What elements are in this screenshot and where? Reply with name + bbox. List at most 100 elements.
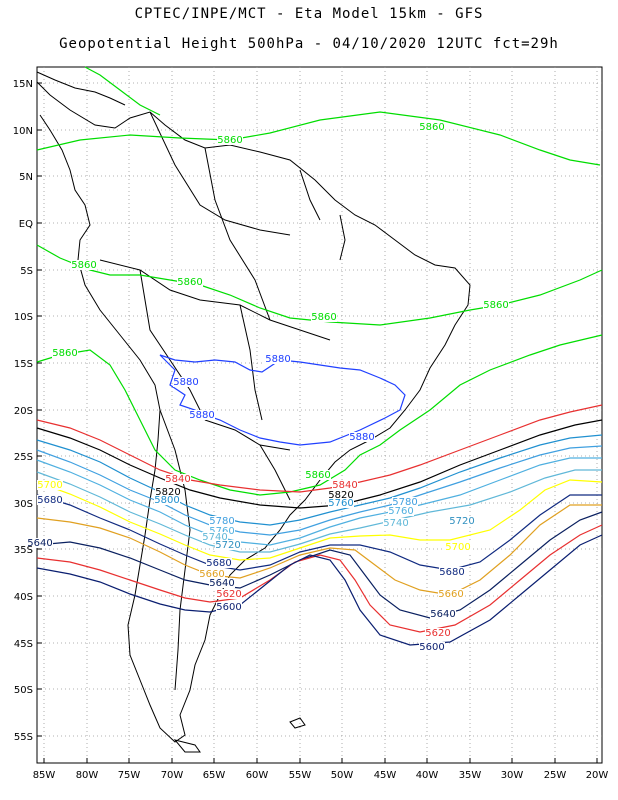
lon-label: 40W [416, 770, 439, 781]
contour-label-bg [332, 480, 358, 490]
contour-line [36, 434, 603, 526]
contour-label-bg [419, 642, 445, 652]
contour-label: 5860 [305, 470, 330, 481]
contour-label: 5680 [206, 558, 231, 569]
lat-label: EQ [19, 219, 33, 230]
contour-label-bg [37, 480, 63, 490]
contour-label: 5760 [388, 506, 413, 517]
contour-label-bg [439, 567, 465, 577]
lat-label: 55S [14, 732, 33, 743]
contour-label-bg [202, 532, 228, 542]
contour-line [36, 504, 602, 596]
contour-label-bg [189, 410, 215, 420]
contour-label-bg [349, 432, 375, 442]
lon-label: 35W [459, 770, 482, 781]
lon-label: 70W [161, 770, 184, 781]
lon-label: 45W [374, 770, 397, 781]
contour-label-bg [165, 474, 191, 484]
border-7 [239, 304, 263, 421]
border-9 [339, 214, 346, 261]
coastlines [36, 71, 471, 753]
contour-line [36, 534, 603, 646]
contour-label: 5860 [177, 277, 202, 288]
contour-label: 5720 [215, 540, 240, 551]
border-3 [99, 259, 331, 341]
contour-label-bg [209, 516, 235, 526]
contour-label-bg [215, 540, 241, 550]
contour-label: 5880 [173, 377, 198, 388]
title-line-1: CPTEC/INPE/MCT - Eta Model 15km - GFS [134, 6, 484, 22]
contour-label: 5660 [438, 589, 463, 600]
contour-label: 5740 [383, 518, 408, 529]
lat-label: 10N [13, 126, 33, 137]
contour-label: 5720 [449, 516, 474, 527]
lat-label: 20S [14, 406, 33, 417]
contour-label-bg [71, 260, 97, 270]
contour-label: 5880 [349, 432, 374, 443]
contour-label-bg [438, 589, 464, 599]
border-10 [299, 169, 321, 221]
contour-label: 5700 [37, 480, 62, 491]
contour-line [36, 524, 603, 633]
border-5 [204, 419, 291, 451]
contour-label-bg [209, 578, 235, 588]
contour-label: 5660 [199, 569, 224, 580]
border-1 [149, 111, 291, 236]
contour-line [36, 511, 603, 619]
contour-label: 5860 [419, 122, 444, 133]
contour-label-bg [216, 602, 242, 612]
lat-label: 35S [14, 545, 33, 556]
contour-label: 5820 [328, 490, 353, 501]
contour-label: 5780 [392, 497, 417, 508]
border-6 [159, 409, 191, 691]
contour-label: 5840 [165, 474, 190, 485]
contour-label-bg [425, 628, 451, 638]
grid-lines [37, 67, 602, 763]
contour-labels: 5860 5860 5860 5860 5860 5860 5860 5860 5880 5880… [27, 122, 509, 653]
lon-label: 75W [118, 770, 141, 781]
contour-label: 5600 [419, 642, 444, 653]
border-4 [139, 269, 206, 421]
lat-label: 30S [14, 499, 33, 510]
contour-label: 5840 [332, 480, 357, 491]
contour-label-bg [305, 470, 331, 480]
contour-label-bg [154, 495, 180, 505]
contour-label: 5820 [155, 487, 180, 498]
contour-label-bg [449, 516, 475, 526]
contour-label: 5760 [328, 498, 353, 509]
contour-label: 5600 [216, 602, 241, 613]
lat-label: 5S [20, 266, 33, 277]
contour-label-bg [155, 487, 181, 497]
contour-label: 5640 [209, 578, 234, 589]
contour-label: 5880 [265, 354, 290, 365]
lat-label: 45S [14, 639, 33, 650]
lat-label: 25S [14, 452, 33, 463]
contour-line [84, 66, 161, 116]
contour-label-bg [388, 506, 414, 516]
contour-lines [36, 66, 603, 646]
island-tierra [173, 739, 201, 753]
contour-line [36, 445, 603, 536]
title-line-2: Geopotential Height 500hPa - 04/10/2020 … [59, 36, 559, 52]
contour-label: 5860 [483, 300, 508, 311]
lon-label: 80W [76, 770, 99, 781]
lon-label: 55W [289, 770, 312, 781]
south-america-coast [36, 81, 471, 743]
contour-label-bg [392, 497, 418, 507]
contour-line [36, 494, 602, 571]
contour-label-bg [199, 569, 225, 579]
lat-label: 5N [19, 172, 33, 183]
lat-label: 15S [14, 359, 33, 370]
contour-label: 5760 [209, 526, 234, 537]
contour-label-bg [206, 558, 232, 568]
contour-label-bg [383, 518, 409, 528]
contour-label-bg [173, 377, 199, 387]
contour-label-bg [328, 490, 354, 500]
contour-line [36, 469, 602, 553]
lon-label: 50W [331, 770, 354, 781]
contour-label-bg [209, 526, 235, 536]
contour-label: 5860 [311, 312, 336, 323]
contour-label: 5620 [425, 628, 450, 639]
contour-label: 5860 [217, 135, 242, 146]
